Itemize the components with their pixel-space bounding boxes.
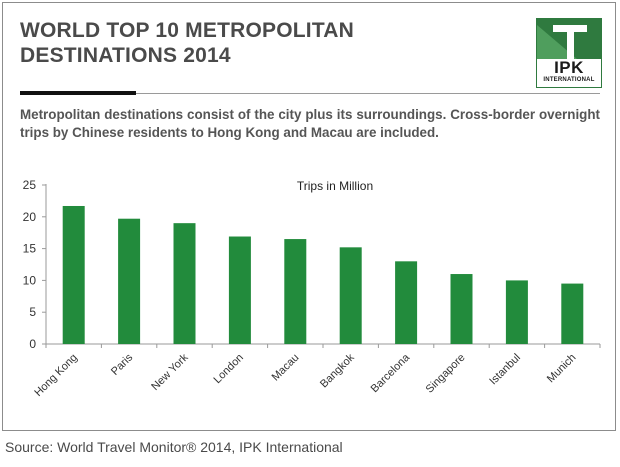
bar-new-york bbox=[173, 223, 196, 344]
logo-wordmark: IPK bbox=[554, 58, 584, 77]
bar-barcelona bbox=[395, 261, 418, 344]
y-tick-label: 15 bbox=[23, 242, 37, 256]
x-tick-label: London bbox=[212, 352, 246, 386]
x-tick-label: Bangkok bbox=[318, 351, 357, 390]
bar-singapore bbox=[450, 274, 473, 344]
ipk-logo: IPK INTERNATIONAL bbox=[536, 18, 602, 88]
x-tick-label: Macau bbox=[270, 352, 302, 384]
bar-bangkok bbox=[339, 247, 362, 344]
y-tick-label: 20 bbox=[23, 210, 37, 224]
x-tick-label: Munich bbox=[545, 352, 579, 386]
y-tick-label: 10 bbox=[23, 273, 37, 287]
bar-chart: Trips in Million 0 5 10 15 20 25 Hong Kong Paris… bbox=[23, 178, 601, 399]
bar-istanbul bbox=[505, 280, 528, 344]
bar-london bbox=[228, 236, 251, 344]
bar-munich bbox=[561, 283, 584, 344]
y-tick-label: 0 bbox=[29, 337, 36, 351]
x-tick-label: Paris bbox=[109, 351, 136, 378]
title-line-2: DESTINATIONS 2014 bbox=[20, 44, 231, 67]
logo-subtitle: INTERNATIONAL bbox=[543, 77, 595, 83]
chart-frame bbox=[2, 2, 616, 431]
title-line-1: WORLD TOP 10 METROPOLITAN bbox=[20, 19, 355, 42]
source-note: Source: World Travel Monitor® 2014, IPK … bbox=[5, 439, 343, 455]
x-tick-label: Singapore bbox=[424, 352, 468, 396]
page-title: WORLD TOP 10 METROPOLITAN DESTINATIONS 2… bbox=[20, 18, 490, 68]
bar-hong-kong bbox=[62, 205, 85, 344]
x-tick-label: Hong Kong bbox=[32, 352, 79, 399]
x-tick-label: New York bbox=[149, 351, 191, 393]
y-tick-label: 25 bbox=[23, 178, 37, 192]
y-tick-label: 5 bbox=[29, 305, 36, 319]
title-divider bbox=[20, 93, 600, 94]
chart-description: Metropolitan destinations consist of the… bbox=[20, 107, 600, 140]
chart-title: Trips in Million bbox=[297, 179, 373, 193]
bar-macau bbox=[284, 239, 307, 344]
title-accent-bar bbox=[20, 91, 136, 95]
x-tick-label: Istanbul bbox=[487, 352, 523, 388]
x-tick-label: Barcelona bbox=[369, 351, 413, 395]
bar-paris bbox=[118, 218, 141, 344]
